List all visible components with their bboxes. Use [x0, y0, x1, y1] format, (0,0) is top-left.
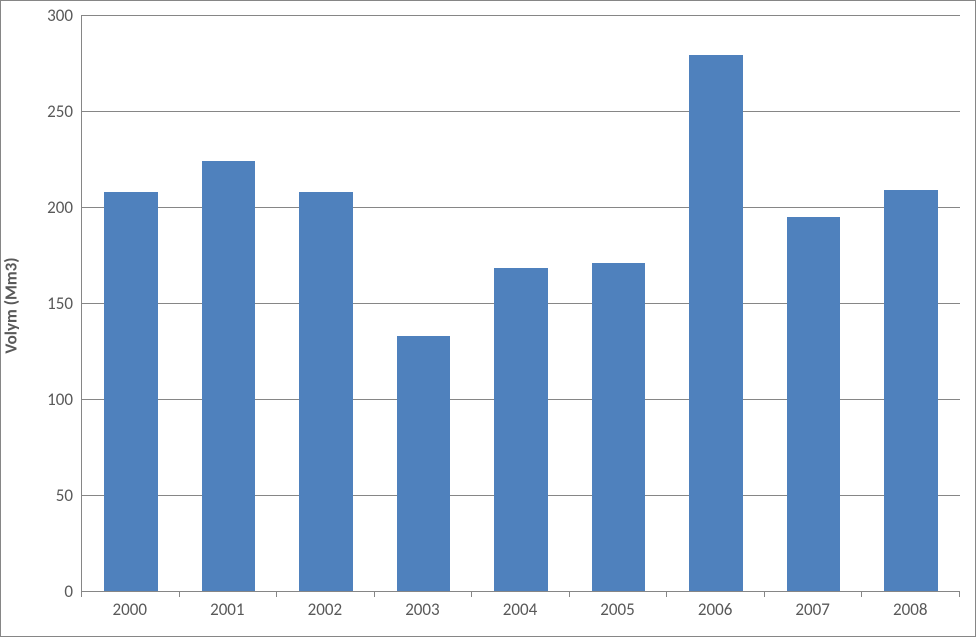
x-tick-label: 2004 [471, 599, 569, 620]
bar [104, 192, 158, 591]
bar [202, 161, 256, 591]
gridline [82, 15, 960, 16]
x-tick-mark [764, 591, 765, 597]
bar [787, 217, 841, 591]
y-tick-label: 0 [23, 581, 73, 602]
x-tick-mark [569, 591, 570, 597]
x-tick-mark [861, 591, 862, 597]
y-tick-label: 150 [23, 293, 73, 314]
x-tick-mark [276, 591, 277, 597]
bar [689, 55, 743, 591]
y-tick-label: 250 [23, 101, 73, 122]
bar [397, 336, 451, 591]
x-tick-mark [666, 591, 667, 597]
bar [592, 263, 646, 591]
gridline [82, 111, 960, 112]
y-tick-label: 100 [23, 389, 73, 410]
bar [494, 268, 548, 591]
y-axis-title: Volym (Mm3) [1, 205, 22, 405]
y-tick-label: 50 [23, 485, 73, 506]
y-tick-label: 200 [23, 197, 73, 218]
x-tick-mark [374, 591, 375, 597]
x-tick-label: 2008 [861, 599, 959, 620]
x-tick-mark [471, 591, 472, 597]
plot-area [81, 15, 960, 592]
x-tick-label: 2006 [666, 599, 764, 620]
x-tick-mark [179, 591, 180, 597]
x-tick-label: 2005 [569, 599, 667, 620]
chart-container: Volym (Mm3) 0501001502002503002000200120… [0, 0, 976, 637]
x-tick-mark [81, 591, 82, 597]
x-tick-label: 2007 [764, 599, 862, 620]
bar [884, 190, 938, 591]
x-tick-label: 2000 [81, 599, 179, 620]
x-tick-label: 2003 [374, 599, 472, 620]
x-tick-label: 2001 [179, 599, 277, 620]
y-tick-label: 300 [23, 5, 73, 26]
bar [299, 192, 353, 591]
x-tick-mark [959, 591, 960, 597]
x-tick-label: 2002 [276, 599, 374, 620]
